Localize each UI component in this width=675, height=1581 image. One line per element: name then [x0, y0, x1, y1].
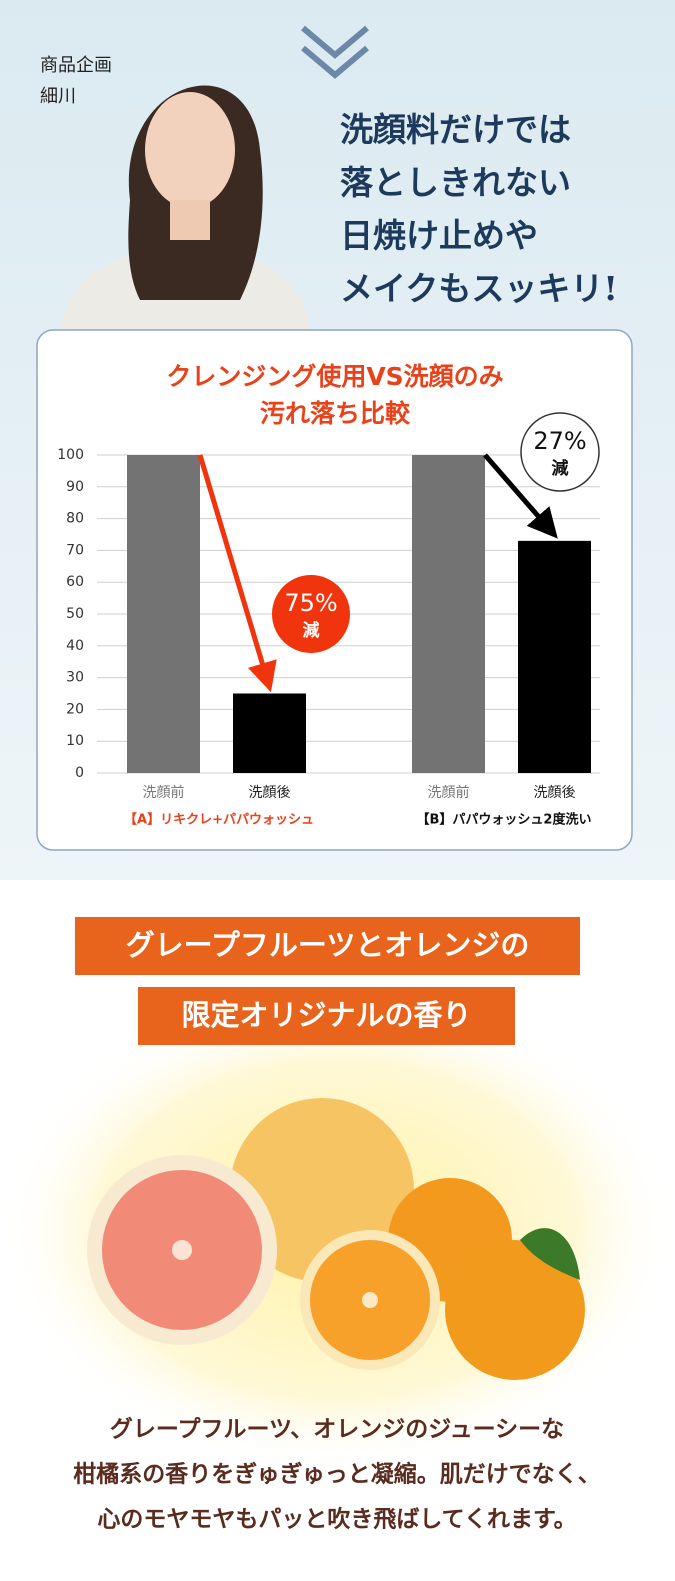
- y-tick-label: 10: [66, 733, 84, 749]
- y-tick-label: 90: [66, 479, 84, 495]
- x-tick-label: 洗顔後: [249, 785, 291, 801]
- reduction-word: 減: [552, 458, 569, 479]
- title-box: [138, 987, 515, 1045]
- y-tick-label: 0: [75, 765, 84, 781]
- fruit-illustration: [87, 1098, 585, 1380]
- headline-line: 日焼け止めや: [340, 216, 538, 255]
- y-tick-label: 70: [66, 542, 84, 558]
- y-tick-label: 30: [66, 670, 84, 686]
- reduction-value: 75%: [284, 589, 337, 617]
- person-role: 商品企画: [40, 55, 112, 76]
- bar: [127, 455, 200, 773]
- chart-title: 汚れ落ち比較: [260, 399, 411, 428]
- chevron: [301, 25, 369, 79]
- description-line: 心のモヤモヤもパッと吹き飛ばしてくれます。: [97, 1507, 576, 1533]
- x-tick-label: 洗顔前: [143, 784, 185, 801]
- y-tick-label: 50: [66, 606, 84, 622]
- x-tick-label: 洗顔前: [428, 784, 470, 801]
- reduction-arrow: [483, 453, 558, 539]
- y-tick-label: 60: [66, 574, 84, 590]
- reduction-badge: [520, 412, 600, 492]
- headline-line: 洗顔料だけでは: [340, 110, 571, 149]
- y-tick-label: 100: [57, 447, 84, 463]
- chart-title: クレンジング使用VS洗顔のみ: [166, 362, 503, 391]
- y-tick-label: 20: [66, 701, 84, 717]
- reduction-value: 27%: [533, 427, 586, 455]
- headline-line: メイクもスッキリ!: [340, 269, 618, 308]
- person-photo: [60, 85, 310, 330]
- reduction-word: 減: [303, 620, 320, 641]
- section-title: 限定オリジナルの香り: [181, 998, 471, 1032]
- y-tick-label: 40: [66, 638, 84, 654]
- group-label: 【A】リキクレ+パパウォッシュ: [124, 812, 314, 828]
- person-name: 細川: [40, 86, 76, 107]
- bar: [412, 455, 485, 773]
- section-title: グレープフルーツとオレンジの: [126, 928, 530, 962]
- group-label: 【B】パパウォッシュ2度洗い: [417, 812, 592, 828]
- title-box: [75, 917, 580, 975]
- bar: [233, 693, 306, 773]
- x-tick-label: 洗顔後: [534, 785, 576, 801]
- y-tick-label: 80: [66, 511, 84, 527]
- reduction-badge: [272, 575, 350, 653]
- description-line: 柑橘系の香りをぎゅぎゅっと凝縮。肌だけでなく、: [73, 1461, 601, 1488]
- description-line: グレープフルーツ、オレンジのジューシーな: [110, 1416, 564, 1443]
- reduction-arrow: [197, 454, 277, 693]
- bar: [518, 540, 591, 773]
- headline-line: 落としきれない: [340, 163, 571, 202]
